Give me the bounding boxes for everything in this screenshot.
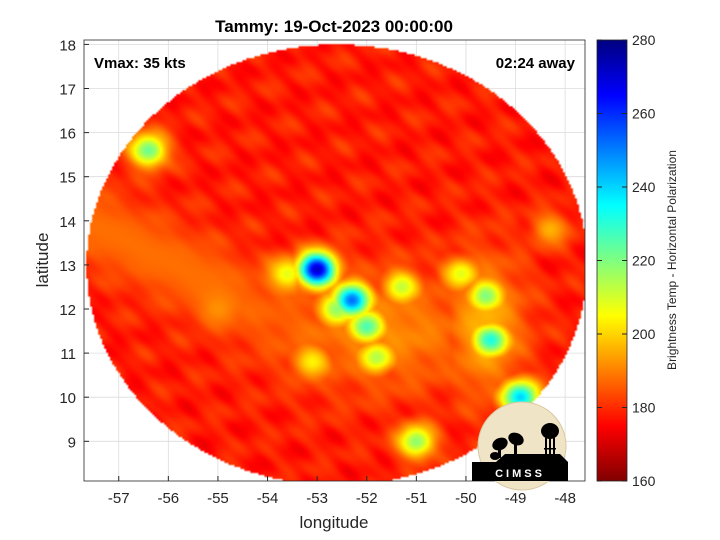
x-tick-label: -56: [157, 490, 179, 507]
x-tick-label: -50: [455, 490, 477, 507]
x-tick-label: -57: [108, 490, 130, 507]
cimss-logo: CIMSS: [472, 401, 568, 491]
colorbar-tick-label: 160: [632, 473, 656, 489]
cimss-logo-text: CIMSS: [495, 468, 545, 480]
y-tick-label: 15: [59, 170, 76, 187]
colorbar-ticks: 160 180 200 220 240 260 280: [597, 32, 656, 489]
x-axis: -57 -56 -55 -54 -53 -52 -51 -50 -49 -48: [108, 476, 576, 507]
colorbar-tick-label: 280: [632, 32, 656, 48]
x-tick-label: -54: [257, 490, 279, 507]
chart-title: Tammy: 19-Oct-2023 00:00:00: [215, 17, 453, 36]
y-tick-label: 9: [68, 434, 76, 451]
vmax-annotation: Vmax: 35 kts: [94, 55, 186, 72]
y-tick-label: 12: [59, 302, 76, 319]
x-tick-label: -55: [207, 490, 229, 507]
x-tick-label: -49: [505, 490, 527, 507]
colorbar-tick-label: 240: [632, 179, 656, 195]
y-tick-label: 16: [59, 126, 76, 143]
y-tick-label: 10: [59, 390, 76, 407]
colorbar-tick-label: 200: [632, 326, 656, 342]
x-tick-label: -51: [406, 490, 428, 507]
x-tick-label: -52: [356, 490, 378, 507]
x-tick-label: -53: [306, 490, 328, 507]
x-tick-label: -48: [554, 490, 576, 507]
colorbar-label: Brightness Temp - Horizontal Polarizatio…: [665, 150, 679, 370]
colorbar-tick-label: 220: [632, 253, 656, 269]
y-axis-label: latitude: [33, 233, 52, 288]
time-away-annotation: 02:24 away: [496, 55, 576, 72]
y-tick-label: 17: [59, 82, 76, 99]
colorbar-tick-label: 260: [632, 106, 656, 122]
y-tick-label: 11: [60, 346, 76, 363]
axes-frame: [83, 39, 586, 482]
x-axis-label: longitude: [299, 513, 368, 532]
y-tick-label: 13: [59, 258, 76, 275]
y-tick-label: 14: [59, 214, 76, 231]
y-tick-label: 18: [59, 37, 76, 54]
y-axis: 9 10 11 12 13 14 15 16 17 18: [59, 37, 89, 451]
colorbar-tick-label: 180: [632, 400, 656, 416]
